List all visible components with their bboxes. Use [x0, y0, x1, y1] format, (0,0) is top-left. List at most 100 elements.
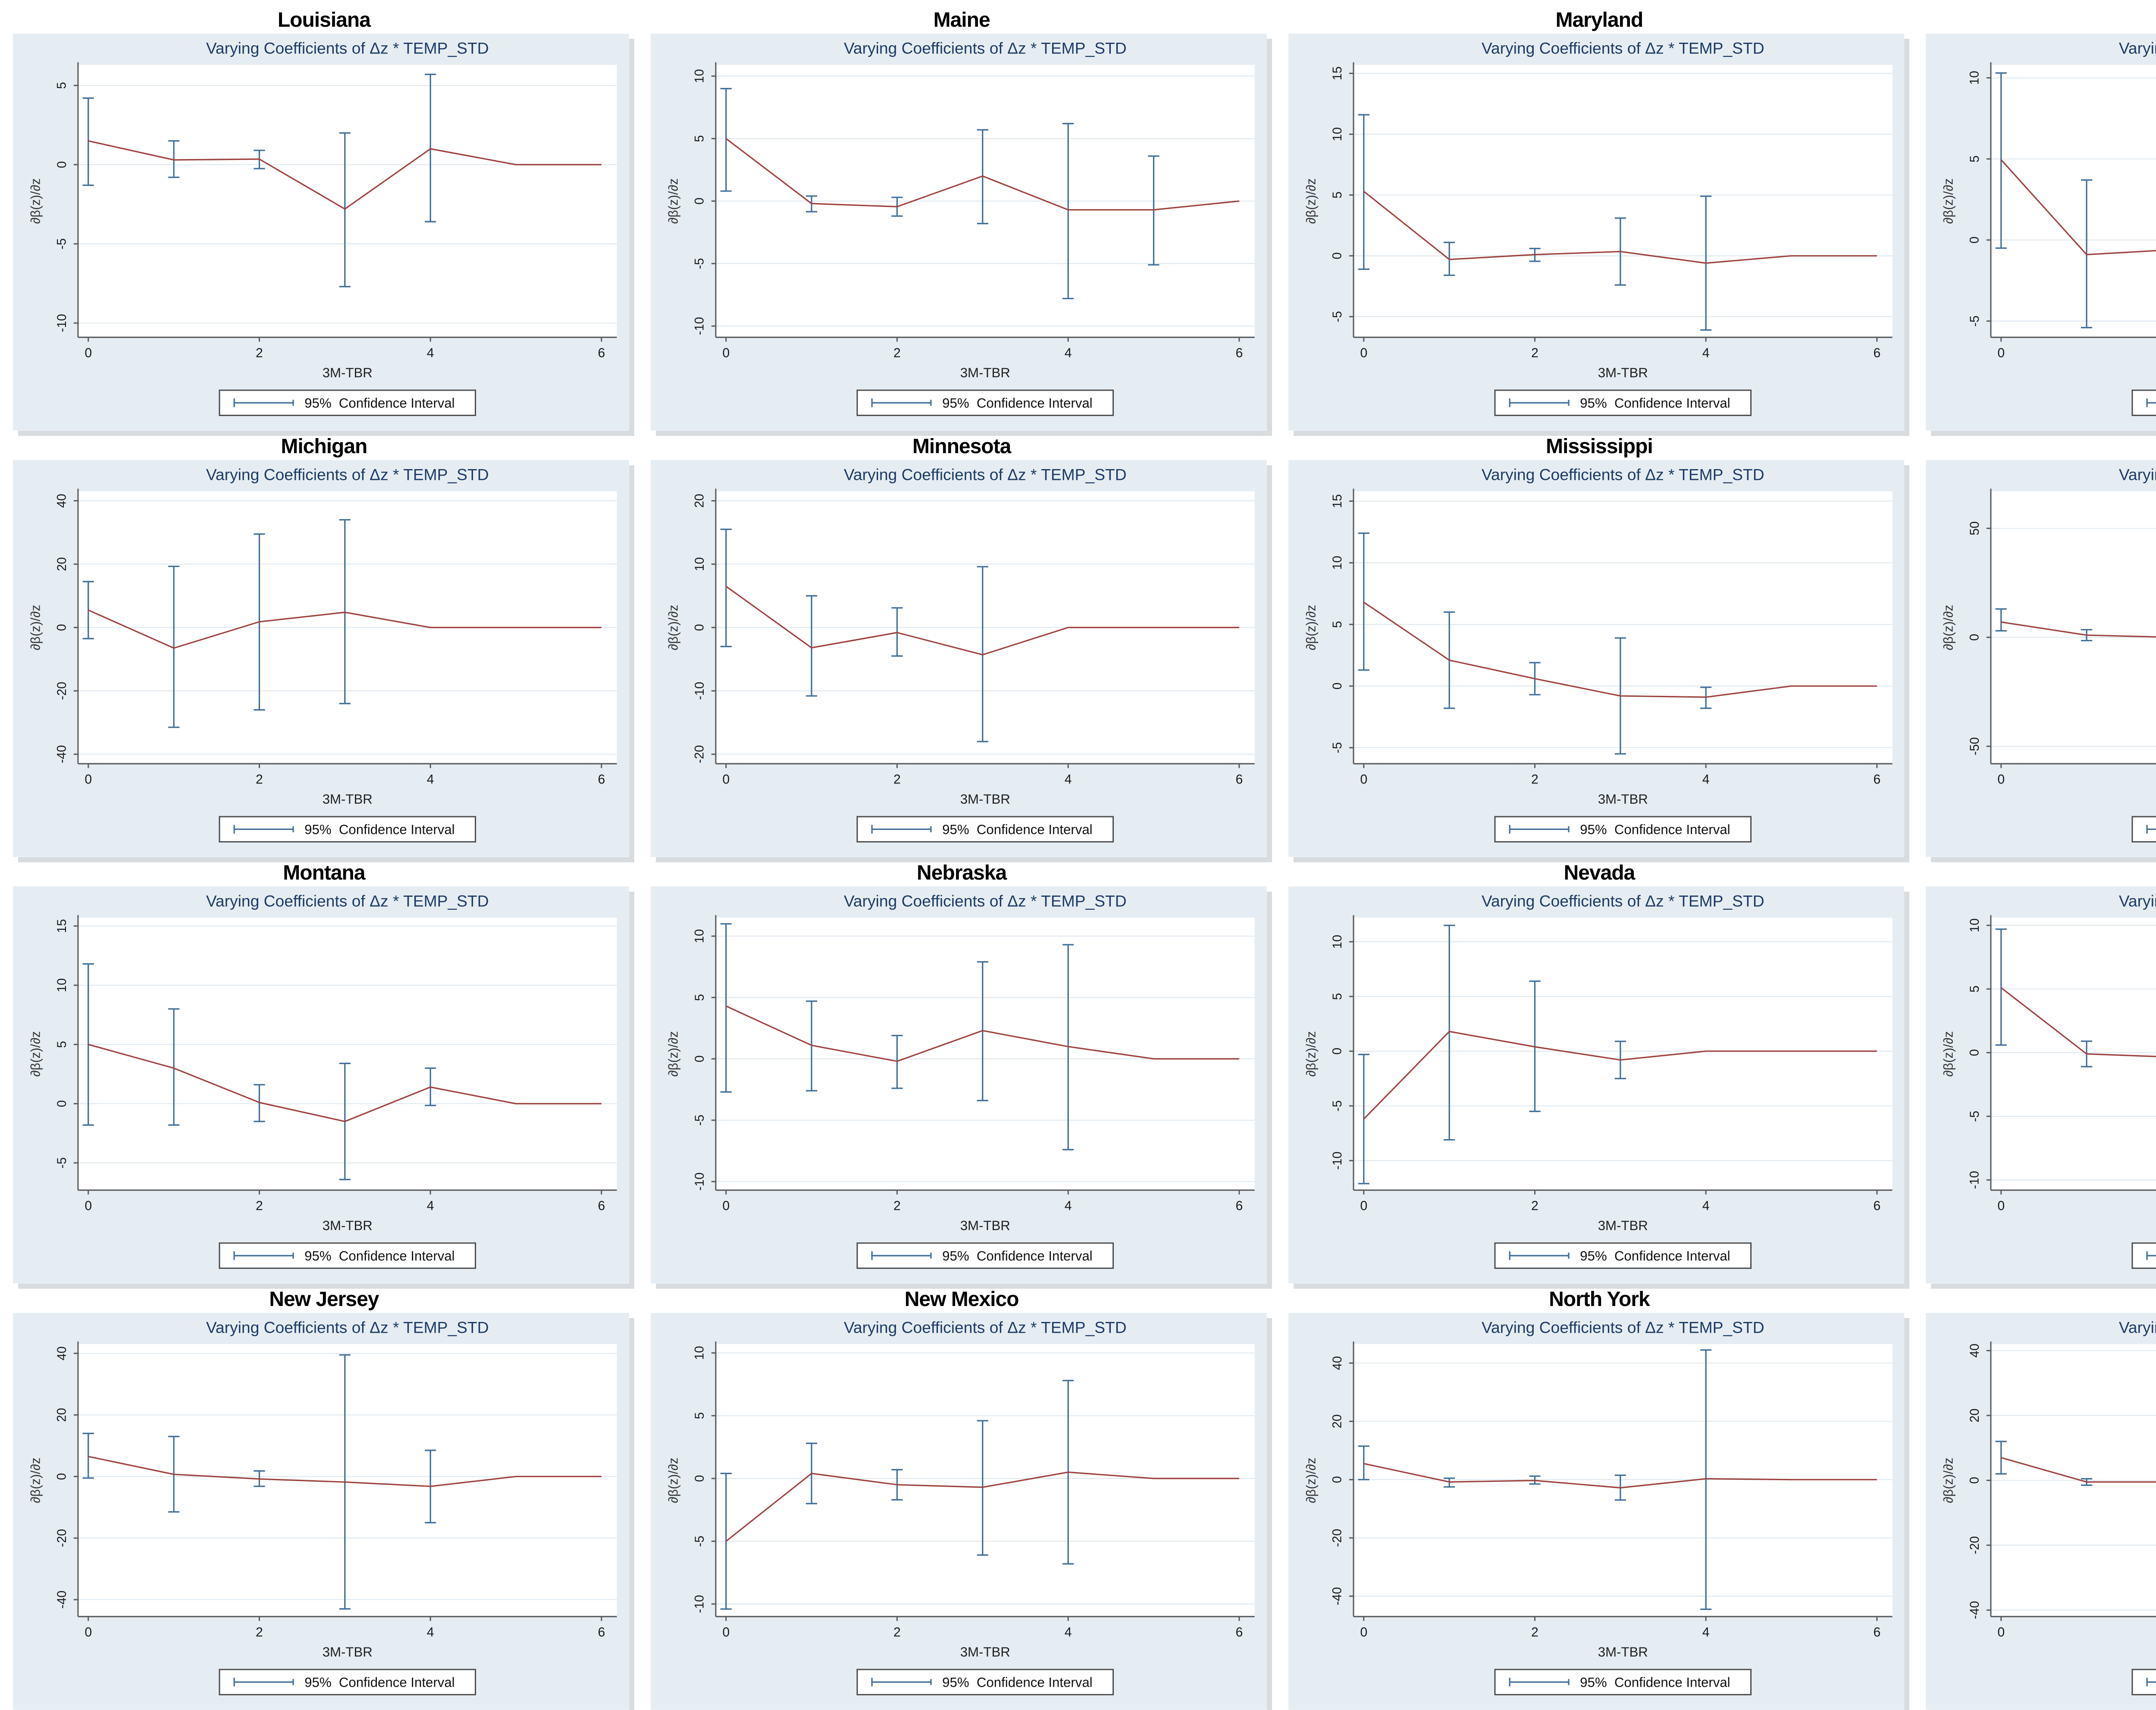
x-tick-label: 6 [1235, 1625, 1243, 1640]
chart-svg: Varying Coefficients of Δz * TEMP_STD -10… [1288, 886, 1905, 1284]
y-tick-label: 10 [693, 929, 707, 943]
x-axis-label: 3M-TBR [960, 792, 1010, 807]
y-tick-label: -20 [55, 1529, 69, 1547]
x-tick-label: 4 [1065, 346, 1072, 360]
y-tick-label: 0 [1968, 634, 1982, 641]
chart-title: Montana [283, 861, 365, 885]
ci-errorbar [1995, 928, 2007, 1046]
x-tick-label: 4 [1065, 773, 1072, 787]
chart-title: Louisiana [277, 9, 371, 31]
y-tick-label: 10 [1968, 918, 1982, 932]
legend: 95% Confidence Interval [1494, 1669, 1752, 1696]
y-axis-label: ∂β(z)/∂z [666, 179, 680, 224]
ci-errorbar [1358, 1054, 1369, 1185]
y-tick-label: -5 [55, 1158, 69, 1169]
chart-subtitle: Varying Coefficients of Δz * TEMP_STD [206, 39, 489, 57]
x-tick-label: 2 [1531, 1199, 1539, 1213]
graph-region: Varying Coefficients of Δz * TEMP_STD -10… [1926, 886, 2156, 1284]
y-tick-label: 0 [1330, 1476, 1344, 1483]
y-tick-label: 0 [1968, 1049, 1982, 1056]
legend-label: 95% Confidence Interval [942, 1249, 1092, 1264]
y-tick-label: -5 [693, 1536, 707, 1547]
y-tick-label: 0 [1968, 1477, 1982, 1484]
chart-svg: Varying Coefficients of Δz * TEMP_STD -10… [1926, 886, 2156, 1284]
chart-title: Maryland [1555, 9, 1644, 31]
y-tick-label: 50 [1968, 522, 1982, 536]
graph-region: Varying Coefficients of Δz * TEMP_STD -40… [1926, 1313, 2156, 1710]
plot-area [1353, 491, 1893, 764]
x-axis-label: 3M-TBR [1598, 792, 1648, 807]
x-tick-label: 4 [1702, 1199, 1709, 1213]
chart-tile: New Jersey Varying Coefficients of Δz * … [13, 1288, 635, 1710]
x-tick-label: 0 [722, 346, 730, 360]
coefficient-line [2000, 159, 2156, 256]
y-tick-label: 10 [1330, 935, 1344, 949]
y-tick-label: 5 [1330, 993, 1344, 1000]
legend-label: 95% Confidence Interval [942, 1675, 1092, 1690]
y-tick-label: 20 [1968, 1409, 1982, 1422]
x-tick-label: 0 [1998, 346, 2005, 360]
chart-subtitle: Varying Coefficients of Δz * TEMP_STD [2119, 466, 2156, 484]
ci-errorbar [1358, 1445, 1369, 1481]
y-tick-label: 10 [693, 69, 707, 83]
legend-label: 95% Confidence Interval [304, 396, 454, 411]
legend-box [219, 1669, 476, 1696]
chart-title: New Hampshire [1926, 861, 2156, 886]
x-tick-label: 0 [1360, 1625, 1367, 1640]
x-tick-label: 2 [893, 1625, 901, 1640]
x-tick-label: 6 [1873, 346, 1880, 360]
legend: 95% Confidence Interval [856, 1669, 1114, 1696]
legend: 95% Confidence Interval [2131, 389, 2156, 417]
y-tick-label: -20 [693, 745, 707, 764]
coefficient-line [1363, 191, 1877, 264]
y-tick-label: -40 [55, 745, 69, 764]
coefficient-line [2000, 987, 2156, 1058]
y-tick-label: 20 [693, 494, 707, 508]
plot-area [1353, 918, 1893, 1190]
y-tick-label: 5 [1330, 621, 1344, 628]
y-tick-label: -5 [693, 1115, 707, 1126]
legend: 95% Confidence Interval [2131, 1669, 2156, 1696]
x-tick-label: 6 [598, 773, 605, 787]
chart-subtitle: Varying Coefficients of Δz * TEMP_STD [844, 39, 1127, 57]
y-tick-label: 20 [55, 1408, 69, 1422]
x-tick-label: 2 [893, 346, 901, 360]
x-tick-label: 4 [1065, 1625, 1072, 1640]
x-tick-label: 2 [256, 773, 263, 787]
y-tick-label: -5 [1330, 742, 1344, 754]
chart-svg: Varying Coefficients of Δz * TEMP_STD -40… [1926, 1313, 2156, 1710]
x-tick-label: 2 [256, 1625, 263, 1640]
x-axis-label: 3M-TBR [960, 1218, 1010, 1233]
plot-area [1353, 1344, 1893, 1617]
chart-svg: Varying Coefficients of Δz * TEMP_STD -10… [650, 886, 1267, 1284]
ci-errorbar [168, 566, 180, 728]
y-axis-label: ∂β(z)/∂z [28, 179, 43, 224]
coefficient-line [2001, 621, 2156, 638]
x-tick-label: 0 [85, 1625, 92, 1640]
plot-area [1991, 65, 2156, 338]
chart-subtitle: Varying Coefficients of Δz * TEMP_STD [2119, 892, 2156, 910]
ci-errorbar [1443, 925, 1455, 1141]
x-tick-label: 6 [1873, 1199, 1880, 1213]
x-tick-label: 0 [1360, 1199, 1367, 1213]
ci-errorbar [720, 529, 732, 648]
legend-label: 95% Confidence Interval [1580, 1675, 1730, 1690]
plot-area [1991, 918, 2156, 1190]
x-tick-label: 4 [1065, 1199, 1072, 1213]
x-tick-label: 2 [893, 773, 901, 787]
chart-title: Michigan [281, 435, 367, 458]
chart-title: North Carolina [1926, 1288, 2156, 1313]
y-tick-label: -10 [55, 314, 69, 332]
x-axis-label: 3M-TBR [323, 1218, 373, 1233]
x-tick-label: 0 [1360, 773, 1367, 787]
y-tick-label: -5 [1968, 1111, 1982, 1122]
coefficient-line [88, 140, 602, 210]
y-tick-label: -10 [693, 682, 707, 700]
y-tick-label: 20 [1330, 1415, 1344, 1428]
graph-region: Varying Coefficients of Δz * TEMP_STD -10… [650, 34, 1267, 431]
y-tick-label: 40 [55, 494, 69, 508]
ci-errorbar [425, 74, 436, 223]
y-tick-label: 40 [1330, 1356, 1344, 1370]
x-tick-label: 6 [1235, 346, 1243, 360]
